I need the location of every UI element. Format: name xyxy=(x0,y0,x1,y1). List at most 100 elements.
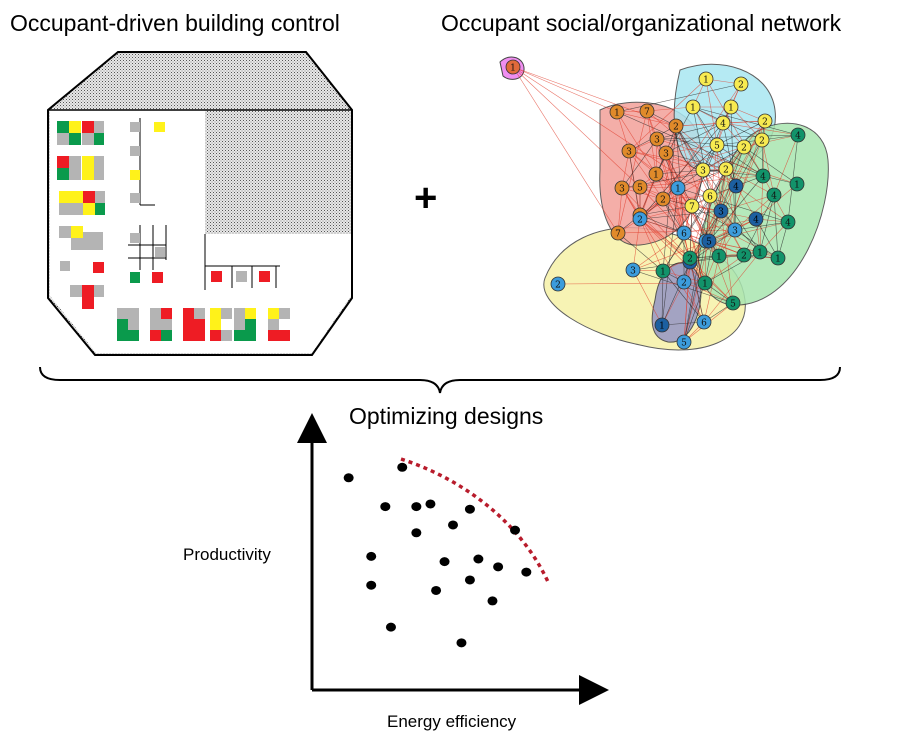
network-edge xyxy=(692,106,799,136)
network-edge xyxy=(716,144,764,177)
network-edge xyxy=(632,269,663,326)
network-edge xyxy=(632,240,710,271)
network-edge xyxy=(689,195,711,259)
network-node-blue xyxy=(632,211,648,227)
network-edge xyxy=(704,254,745,284)
network-node-blue xyxy=(727,222,743,238)
network-edge xyxy=(662,195,711,200)
network-edge xyxy=(665,152,727,170)
network-edge xyxy=(734,221,789,231)
scatter-point xyxy=(448,520,458,530)
network-edge xyxy=(665,144,718,154)
network-node-teal xyxy=(766,187,782,203)
network-edge xyxy=(734,229,779,259)
scatter-point xyxy=(343,473,354,483)
network-edge xyxy=(639,169,704,188)
network-edge xyxy=(683,281,734,304)
network-edge xyxy=(683,257,691,343)
network-edge xyxy=(639,210,722,220)
optimizing-title: Optimizing designs xyxy=(349,403,544,429)
network-edge xyxy=(661,270,664,326)
network-edge xyxy=(639,205,693,220)
network-edge xyxy=(730,106,763,141)
network-edge xyxy=(621,187,734,304)
desk-tiles xyxy=(57,121,290,341)
network-edge xyxy=(759,194,775,253)
network-node-blue xyxy=(625,262,641,278)
network-node-label: 3 xyxy=(732,227,738,237)
network-edge xyxy=(716,120,766,146)
network-node-label: 4 xyxy=(720,120,726,130)
network-node-blue xyxy=(696,314,712,330)
network-node-orange xyxy=(609,104,625,120)
network-edge xyxy=(704,168,727,284)
network-node-label: 3 xyxy=(626,148,632,158)
network-edge xyxy=(512,66,619,234)
network-node-label: 1 xyxy=(690,104,696,114)
network-node-label: 4 xyxy=(760,173,766,183)
network-node-teal xyxy=(655,263,671,279)
network-edge xyxy=(617,187,623,234)
scatter-point xyxy=(431,585,442,595)
network-node-label: 4 xyxy=(753,216,759,226)
network-node-label: 2 xyxy=(660,196,666,206)
network-edge xyxy=(662,198,691,259)
scatter-point xyxy=(411,528,422,538)
network-edge xyxy=(675,125,761,253)
network-edge xyxy=(675,125,711,197)
network-node-label: 2 xyxy=(723,166,729,176)
network-edge xyxy=(743,146,798,185)
pareto-chart xyxy=(297,413,609,705)
network-edge xyxy=(662,198,707,242)
network-edge xyxy=(709,195,745,256)
network-node-label: 1 xyxy=(510,64,516,74)
network-edge xyxy=(703,251,761,323)
network-node-teal xyxy=(790,127,806,143)
network-node-teal xyxy=(725,295,741,311)
network-node-yellow xyxy=(685,99,701,115)
network-edge xyxy=(743,134,799,148)
scatter-point xyxy=(464,575,475,585)
network-edge xyxy=(755,218,779,259)
network-node-blue xyxy=(670,180,686,196)
network-edge xyxy=(639,218,706,284)
network-node-label: 3 xyxy=(654,136,660,146)
network-edge xyxy=(616,83,742,113)
network-node-orange xyxy=(639,103,655,119)
network-node-orange xyxy=(621,143,637,159)
network-edge xyxy=(692,106,711,197)
network-node-yellow xyxy=(718,161,734,177)
network-node-label: 1 xyxy=(794,181,800,191)
network-edge xyxy=(656,138,798,185)
network-edge xyxy=(661,261,691,326)
scatter-point xyxy=(380,502,391,512)
network-edge xyxy=(628,78,707,152)
network-node-darkblue xyxy=(701,233,717,249)
network-edge xyxy=(683,240,707,343)
network-edge xyxy=(702,146,745,171)
scatter-point xyxy=(510,525,521,535)
network-node-orange xyxy=(648,166,664,182)
network-edge xyxy=(692,106,718,146)
network-node-label: 2 xyxy=(762,118,768,128)
pareto-front xyxy=(400,457,551,585)
network-node-teal xyxy=(755,168,771,184)
network-edge xyxy=(705,78,764,177)
network-node-darkblue xyxy=(713,203,729,219)
network-node-label: 7 xyxy=(644,108,650,118)
network-node-yellow xyxy=(702,188,718,204)
network-edge xyxy=(628,150,664,200)
network-edge xyxy=(773,194,779,259)
network-node-orange xyxy=(649,131,665,147)
network-node-teal xyxy=(770,250,786,266)
network-edge xyxy=(656,134,799,140)
network-edge xyxy=(683,282,706,343)
network-edge xyxy=(621,138,658,189)
scatter-point xyxy=(487,596,498,606)
network-edge xyxy=(675,125,685,234)
network-edge xyxy=(661,281,685,326)
network-node-blue xyxy=(550,276,566,292)
network-node-label: 3 xyxy=(718,208,724,218)
network-node-teal xyxy=(697,275,713,291)
